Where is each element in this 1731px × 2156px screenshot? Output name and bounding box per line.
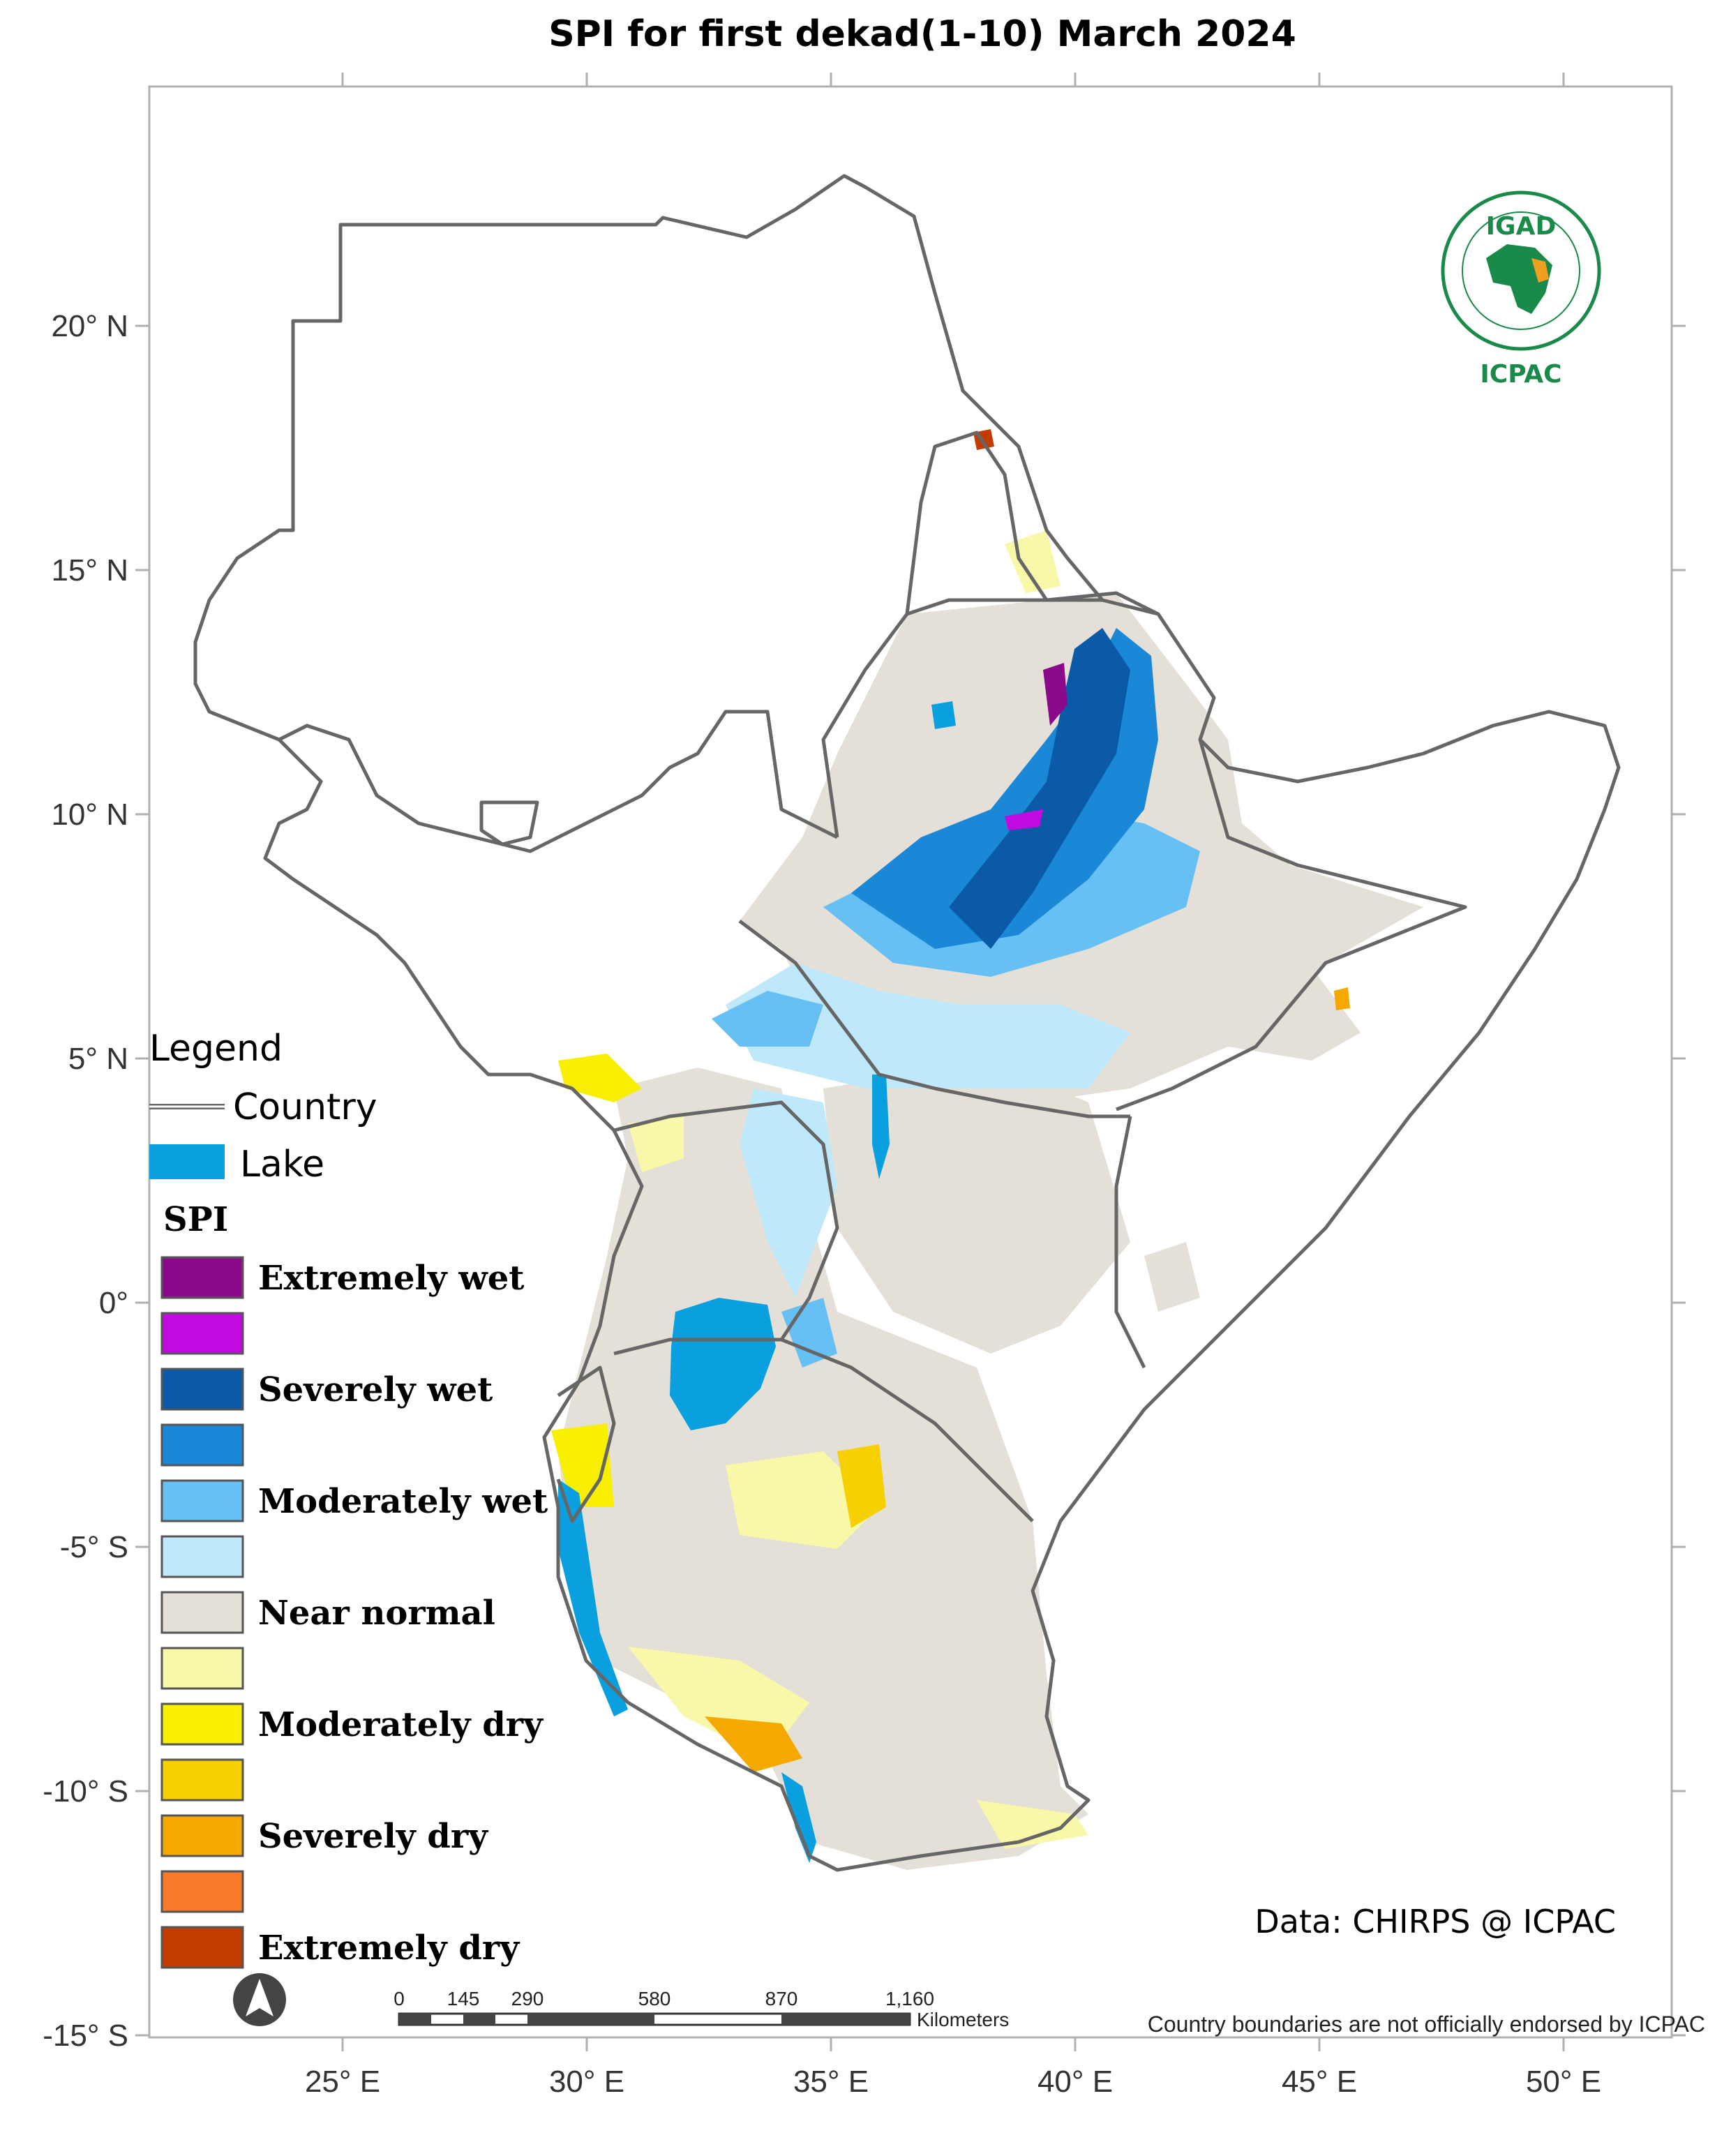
moderate-wet-area-3 — [781, 1298, 837, 1368]
legend-label: Extremely dry — [258, 1929, 520, 1968]
logo-top-text: IGAD — [1486, 212, 1557, 241]
moderate-wet-area-2 — [712, 991, 823, 1047]
scale-label: 145 — [447, 1988, 480, 2009]
legend-lake-label: Lake — [240, 1144, 324, 1185]
legend-swatch — [160, 1535, 244, 1578]
x-tick-label: 25° E — [305, 2065, 380, 2099]
legend-label: Severely dry — [258, 1817, 489, 1856]
tick-marks — [135, 73, 1686, 2051]
scale-label: 870 — [765, 1988, 798, 2009]
legend: Legend Country Lake SPI Extremely wet Sev… — [149, 1028, 548, 1969]
border-abyei — [479, 800, 539, 846]
border-ethiopia-kenya — [738, 920, 1130, 1118]
border-eritrea-ethiopia — [906, 591, 1160, 616]
extreme-wet-spot-2 — [1005, 809, 1043, 830]
legend-label: Moderately wet — [258, 1482, 548, 1521]
legend-label: Near normal — [258, 1594, 495, 1633]
lake-malawi — [781, 1772, 816, 1863]
y-tick-label: -10° S — [43, 1774, 128, 1809]
legend-swatch — [160, 1814, 244, 1857]
y-tick-label: 0° — [99, 1286, 128, 1320]
logo-bottom-text: ICPAC — [1480, 360, 1561, 389]
lake-tana — [931, 701, 956, 729]
disclaimer: Country boundaries are not officially en… — [1148, 2012, 1705, 2037]
x-tick-label: 45° E — [1282, 2065, 1357, 2099]
legend-swatch — [160, 1702, 244, 1746]
near-normal-area-kenya — [823, 1061, 1130, 1354]
legend-country-label: Country — [233, 1086, 377, 1128]
legend-label: Moderately dry — [258, 1705, 544, 1744]
border-kenya-somalia — [1114, 1116, 1146, 1369]
border-ethiopia-somalia — [1116, 739, 1467, 1111]
extreme-wet-spot-1 — [1043, 663, 1067, 726]
scale-bar: 0 145 290 580 870 1,160 Kilometers — [394, 1988, 1009, 2030]
y-tick-label: 20° N — [51, 309, 128, 343]
north-arrow-icon — [233, 1973, 286, 2026]
data-credit: Data: CHIRPS @ ICPAC — [1254, 1903, 1616, 1940]
severe-dry-spot — [1334, 987, 1350, 1010]
legend-swatch — [160, 1312, 244, 1355]
legend-lake-swatch — [149, 1144, 225, 1179]
near-normal-area-somalia-patch — [1144, 1242, 1200, 1312]
x-tick-label: 40° E — [1037, 2065, 1113, 2099]
legend-heading: Legend — [149, 1028, 283, 1070]
moderately-dry-area-2 — [837, 1444, 886, 1528]
y-tick-label: -15° S — [43, 2019, 128, 2053]
light-dry-area-2 — [726, 1451, 879, 1549]
x-axis-labels: 25° E 30° E 35° E 40° E 45° E 50° E — [305, 2065, 1601, 2099]
border-sudan-ethiopia — [821, 431, 1102, 838]
legend-swatch — [160, 1368, 244, 1411]
border-sudan-southsudan — [278, 710, 839, 853]
y-tick-label: 5° N — [68, 1042, 128, 1076]
light-dry-area-1 — [628, 1116, 684, 1172]
legend-swatch — [160, 1870, 244, 1913]
map-title: SPI for first dekad(1-10) March 2024 — [548, 13, 1296, 55]
legend-swatch — [160, 1479, 244, 1522]
y-tick-label: 15° N — [51, 553, 128, 587]
border-rwanda-burundi — [556, 1365, 616, 1523]
legend-label: Extremely wet — [258, 1259, 524, 1298]
border-uganda-kenya — [613, 1100, 839, 1341]
country-borders — [193, 174, 1621, 1872]
legend-swatch — [160, 1647, 244, 1690]
igad-icpac-logo-icon: IGAD ICPAC — [1441, 190, 1601, 389]
scale-label: 290 — [511, 1988, 544, 2009]
scale-label: 580 — [638, 1988, 671, 2009]
lake-turkana — [872, 1075, 890, 1179]
legend-swatch — [160, 1256, 244, 1299]
light-dry-area-4 — [977, 1800, 1088, 1849]
legend-swatch — [160, 1758, 244, 1802]
severely-wet-area — [949, 628, 1130, 949]
y-axis-labels: 20° N 15° N 10° N 5° N 0° -5° S -10° S -… — [43, 309, 128, 2053]
near-normal-area-somalia — [1186, 935, 1361, 1061]
light-wet-area-1 — [726, 963, 1130, 1088]
border-tanzania-north — [613, 1338, 781, 1356]
region-outline — [193, 174, 1621, 1872]
scale-label: 0 — [394, 1988, 405, 2009]
lake-victoria — [670, 1298, 776, 1430]
legend-swatch — [160, 1591, 244, 1634]
x-tick-label: 50° E — [1526, 2065, 1601, 2099]
spi-raster — [551, 429, 1423, 1870]
light-wet-area-2 — [740, 1088, 837, 1298]
x-tick-label: 30° E — [549, 2065, 624, 2099]
legend-spi-heading: SPI — [163, 1200, 228, 1239]
legend-items: Extremely wet Severely wet Moderately wet N… — [160, 1256, 548, 1969]
legend-label: Severely wet — [258, 1370, 493, 1409]
moderately-dry-area-1 — [558, 1054, 642, 1102]
scale-unit: Kilometers — [917, 2009, 1009, 2030]
severely-dry-area — [705, 1716, 802, 1772]
lake-tanganyika — [558, 1479, 628, 1716]
light-dry-area-5 — [1005, 530, 1061, 593]
y-tick-label: 10° N — [51, 798, 128, 832]
x-tick-label: 35° E — [793, 2065, 869, 2099]
legend-swatch — [160, 1926, 244, 1969]
border-kenya-tanzania — [781, 1338, 1034, 1522]
legend-swatch — [160, 1423, 244, 1467]
y-tick-label: -5° S — [60, 1530, 128, 1564]
scale-label: 1,160 — [885, 1988, 934, 2009]
